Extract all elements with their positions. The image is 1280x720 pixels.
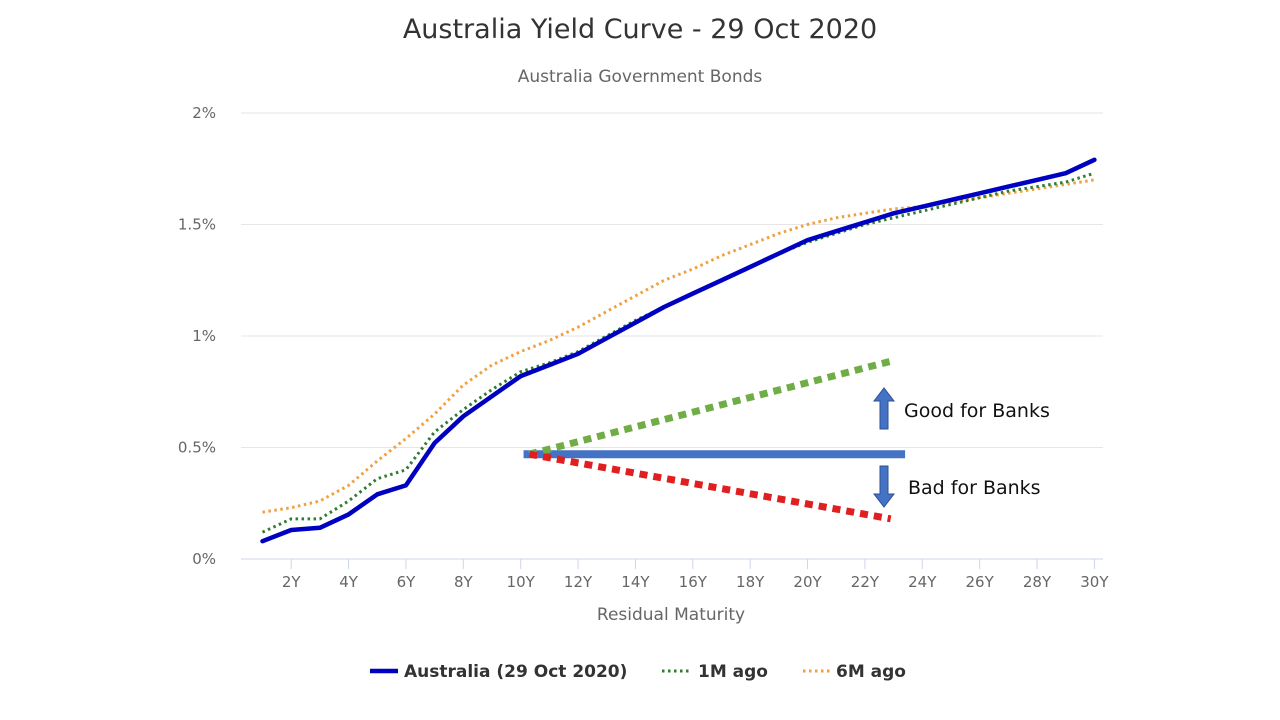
x-tick-label: 20Y bbox=[793, 573, 822, 591]
series-lines bbox=[260, 157, 1097, 544]
steepening-line bbox=[528, 357, 895, 458]
x-tick-label: 14Y bbox=[621, 573, 650, 591]
y-tick-label: 1.5% bbox=[178, 216, 216, 234]
x-tick-label: 6Y bbox=[397, 573, 417, 591]
bad-for-banks-label: Bad for Banks bbox=[908, 477, 1041, 499]
x-tick-label: 30Y bbox=[1080, 573, 1109, 591]
y-axis-ticks: 0% 0.5% 1% 1.5% 2% bbox=[178, 104, 216, 568]
x-tick-label: 18Y bbox=[736, 573, 765, 591]
legend-item-2[interactable]: 6M ago bbox=[836, 662, 906, 682]
x-tick-label: 4Y bbox=[339, 573, 359, 591]
x-tick-label: 26Y bbox=[966, 573, 995, 591]
x-tick-label: 28Y bbox=[1023, 573, 1052, 591]
x-tick-label: 24Y bbox=[908, 573, 937, 591]
y-tick-label: 0% bbox=[192, 550, 216, 568]
legend-item-1[interactable]: 1M ago bbox=[698, 662, 768, 682]
legend-item-0[interactable]: Australia (29 Oct 2020) bbox=[404, 662, 627, 682]
flattening-line bbox=[528, 450, 892, 523]
x-tick-label: 8Y bbox=[454, 573, 474, 591]
x-axis-title: Residual Maturity bbox=[597, 605, 745, 625]
x-axis: 2Y 4Y 6Y 8Y 10Y 12Y 14Y 16Y 18Y 20Y 22Y 24Y 26Y 28Y 30… bbox=[241, 558, 1109, 591]
annotations: Good for Banks Bad for Banks bbox=[523, 357, 1050, 523]
chart-subtitle: Australia Government Bonds bbox=[518, 67, 763, 87]
good-for-banks-label: Good for Banks bbox=[904, 400, 1050, 422]
series-line-2 bbox=[262, 178, 1095, 514]
y-tick-label: 1% bbox=[192, 327, 216, 345]
down-arrow-icon bbox=[872, 465, 896, 508]
x-tick-label: 10Y bbox=[507, 573, 536, 591]
x-tick-label: 22Y bbox=[851, 573, 880, 591]
x-tick-label: 12Y bbox=[564, 573, 593, 591]
legend: Australia (29 Oct 2020) 1M ago 6M ago bbox=[370, 662, 906, 682]
x-tick-label: 16Y bbox=[679, 573, 708, 591]
chart-title: Australia Yield Curve - 29 Oct 2020 bbox=[403, 14, 877, 45]
series-line-0 bbox=[260, 157, 1097, 544]
y-tick-label: 2% bbox=[192, 104, 216, 122]
up-arrow-icon bbox=[872, 387, 896, 430]
gridlines bbox=[241, 112, 1103, 448]
y-tick-label: 0.5% bbox=[178, 439, 216, 457]
x-tick-label: 2Y bbox=[282, 573, 302, 591]
